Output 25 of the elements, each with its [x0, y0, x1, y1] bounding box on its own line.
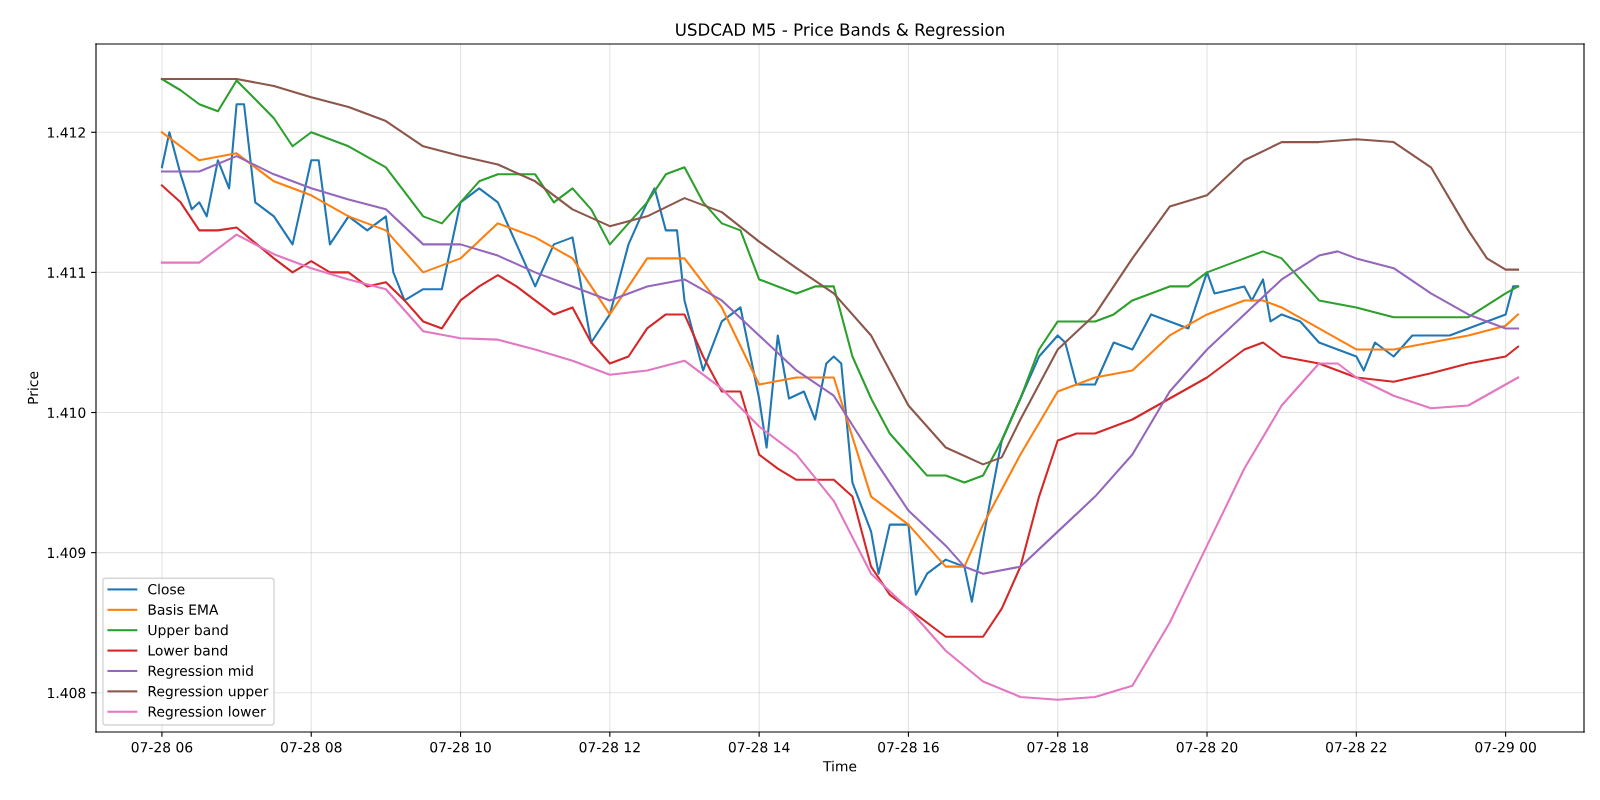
x-tick-label: 07-28 22 — [1326, 741, 1387, 753]
y-tick-label: 1.411 — [48, 267, 85, 278]
legend-label: Lower band — [148, 644, 228, 656]
x-tick-label: 07-28 18 — [1027, 741, 1088, 753]
x-tick-label: 07-28 08 — [280, 741, 342, 753]
legend-label: Regression mid — [148, 665, 253, 679]
x-tick-label: 07-28 06 — [131, 741, 193, 753]
legend-label: Close — [148, 583, 185, 595]
y-tick-label: 1.409 — [48, 547, 86, 559]
y-tick-label: 1.412 — [48, 127, 85, 138]
legend-label: Basis EMA — [148, 604, 219, 615]
x-tick-label: 07-28 20 — [1176, 741, 1238, 753]
x-tick-label: 07-28 16 — [878, 741, 939, 753]
x-tick-label: 07-28 12 — [579, 741, 640, 753]
x-tick-label: 07-29 00 — [1475, 741, 1536, 753]
legend-label: Upper band — [148, 624, 228, 638]
y-axis-title: Price — [27, 371, 39, 404]
legend-label: Regression lower — [148, 706, 266, 720]
x-axis-title: Time — [822, 760, 857, 772]
y-tick-label: 1.410 — [48, 407, 86, 418]
x-tick-label: 07-28 10 — [430, 741, 491, 753]
chart-title: USDCAD M5 - Price Bands & Regression — [676, 23, 1004, 40]
legend-label: Regression upper — [148, 685, 269, 700]
x-tick-label: 07-28 14 — [728, 741, 790, 753]
y-tick-label: 1.408 — [48, 687, 86, 699]
